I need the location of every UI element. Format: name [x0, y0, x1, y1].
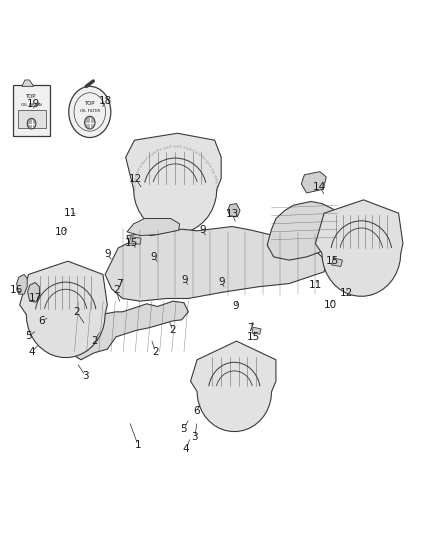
Text: 4: 4: [183, 445, 190, 454]
Text: 11: 11: [64, 208, 77, 218]
Text: 17: 17: [28, 294, 42, 303]
Polygon shape: [22, 80, 34, 86]
Polygon shape: [228, 204, 240, 217]
Text: 15: 15: [247, 332, 260, 342]
Text: 5: 5: [25, 331, 32, 341]
Text: TOP: TOP: [85, 101, 95, 107]
Text: 15: 15: [125, 238, 138, 247]
Text: 15: 15: [326, 256, 339, 266]
Polygon shape: [191, 341, 276, 432]
Text: TOP: TOP: [26, 94, 37, 99]
Polygon shape: [17, 274, 27, 294]
Text: 9: 9: [218, 278, 225, 287]
Text: 11: 11: [309, 280, 322, 290]
Text: 12: 12: [339, 288, 353, 298]
Polygon shape: [267, 201, 339, 260]
Text: 5: 5: [180, 424, 187, 434]
Text: 7: 7: [247, 323, 254, 333]
Text: 2: 2: [73, 307, 80, 317]
Polygon shape: [332, 258, 343, 266]
Text: 4: 4: [28, 347, 35, 357]
Polygon shape: [129, 237, 141, 244]
Text: 9: 9: [151, 252, 158, 262]
Text: 19: 19: [27, 99, 40, 109]
Polygon shape: [20, 261, 107, 358]
Text: 2: 2: [91, 336, 98, 346]
Text: 9: 9: [232, 302, 239, 311]
Text: 2: 2: [113, 286, 120, 295]
Text: 10: 10: [55, 227, 68, 237]
Text: 14: 14: [313, 182, 326, 191]
Text: OIL DRAIN: OIL DRAIN: [21, 102, 42, 107]
Circle shape: [69, 86, 111, 138]
Polygon shape: [301, 172, 326, 193]
Text: 9: 9: [199, 225, 206, 235]
Circle shape: [27, 118, 36, 129]
Text: 9: 9: [104, 249, 111, 259]
Polygon shape: [127, 219, 180, 236]
Text: OIL FILTER: OIL FILTER: [80, 109, 100, 113]
Circle shape: [85, 116, 95, 129]
Text: 7: 7: [116, 279, 123, 288]
Text: 2: 2: [170, 326, 177, 335]
Polygon shape: [126, 133, 221, 233]
Text: 12: 12: [129, 174, 142, 183]
Polygon shape: [28, 282, 39, 302]
Bar: [18, 110, 46, 128]
Text: 13: 13: [226, 209, 239, 219]
Text: 3: 3: [191, 432, 198, 442]
FancyBboxPatch shape: [13, 85, 50, 136]
Polygon shape: [315, 200, 403, 296]
Text: 3: 3: [82, 371, 89, 381]
Polygon shape: [68, 301, 188, 360]
Text: 18: 18: [99, 96, 112, 106]
Text: 9: 9: [181, 275, 188, 285]
Text: 6: 6: [38, 316, 45, 326]
Text: 10: 10: [324, 300, 337, 310]
Text: 6: 6: [193, 407, 200, 416]
Text: 16: 16: [10, 286, 23, 295]
Polygon shape: [252, 327, 261, 334]
Text: 2: 2: [152, 347, 159, 357]
Text: 1: 1: [134, 440, 141, 450]
Polygon shape: [105, 227, 326, 301]
